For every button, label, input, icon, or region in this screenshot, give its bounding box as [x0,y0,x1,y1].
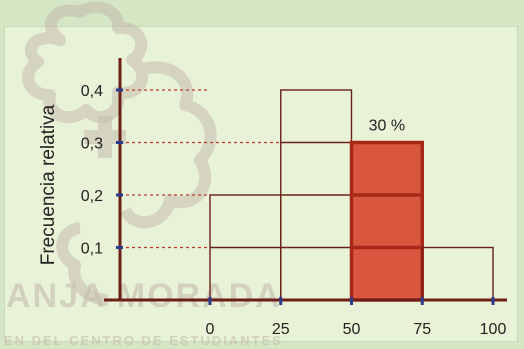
bar-2 [349,140,424,302]
reference-lines [120,89,281,249]
y-tick-label: 0,4 [81,83,103,100]
bar-rect [421,246,494,301]
highlight-annotation: 30 % [369,118,405,135]
watermark-tagline: EN DEL CENTRO DE ESTUDIANTES [4,333,283,348]
x-tick-label: 0 [206,321,215,338]
bars [209,89,494,302]
x-tick-label: 100 [480,321,507,338]
y-tick-label: 0,3 [81,136,103,153]
axes [104,58,507,305]
bar-rect [349,140,424,302]
x-tick-label: 25 [272,321,290,338]
y-tick-labels: 0,1 0,2 0,3 0,4 [81,83,103,258]
x-tick-label: 75 [413,321,431,338]
y-tick-label: 0,1 [81,241,103,258]
bar-1 [280,89,353,301]
y-axis-label: Frecuencia relativa [38,104,59,265]
y-tick-label: 0,2 [81,188,103,205]
x-tick-labels: 0 25 50 75 100 [206,321,507,338]
watermark-word: ANJA MORADA [6,277,282,315]
bar-0 [209,194,282,301]
bar-3 [421,246,494,301]
x-tick-label: 50 [343,321,361,338]
